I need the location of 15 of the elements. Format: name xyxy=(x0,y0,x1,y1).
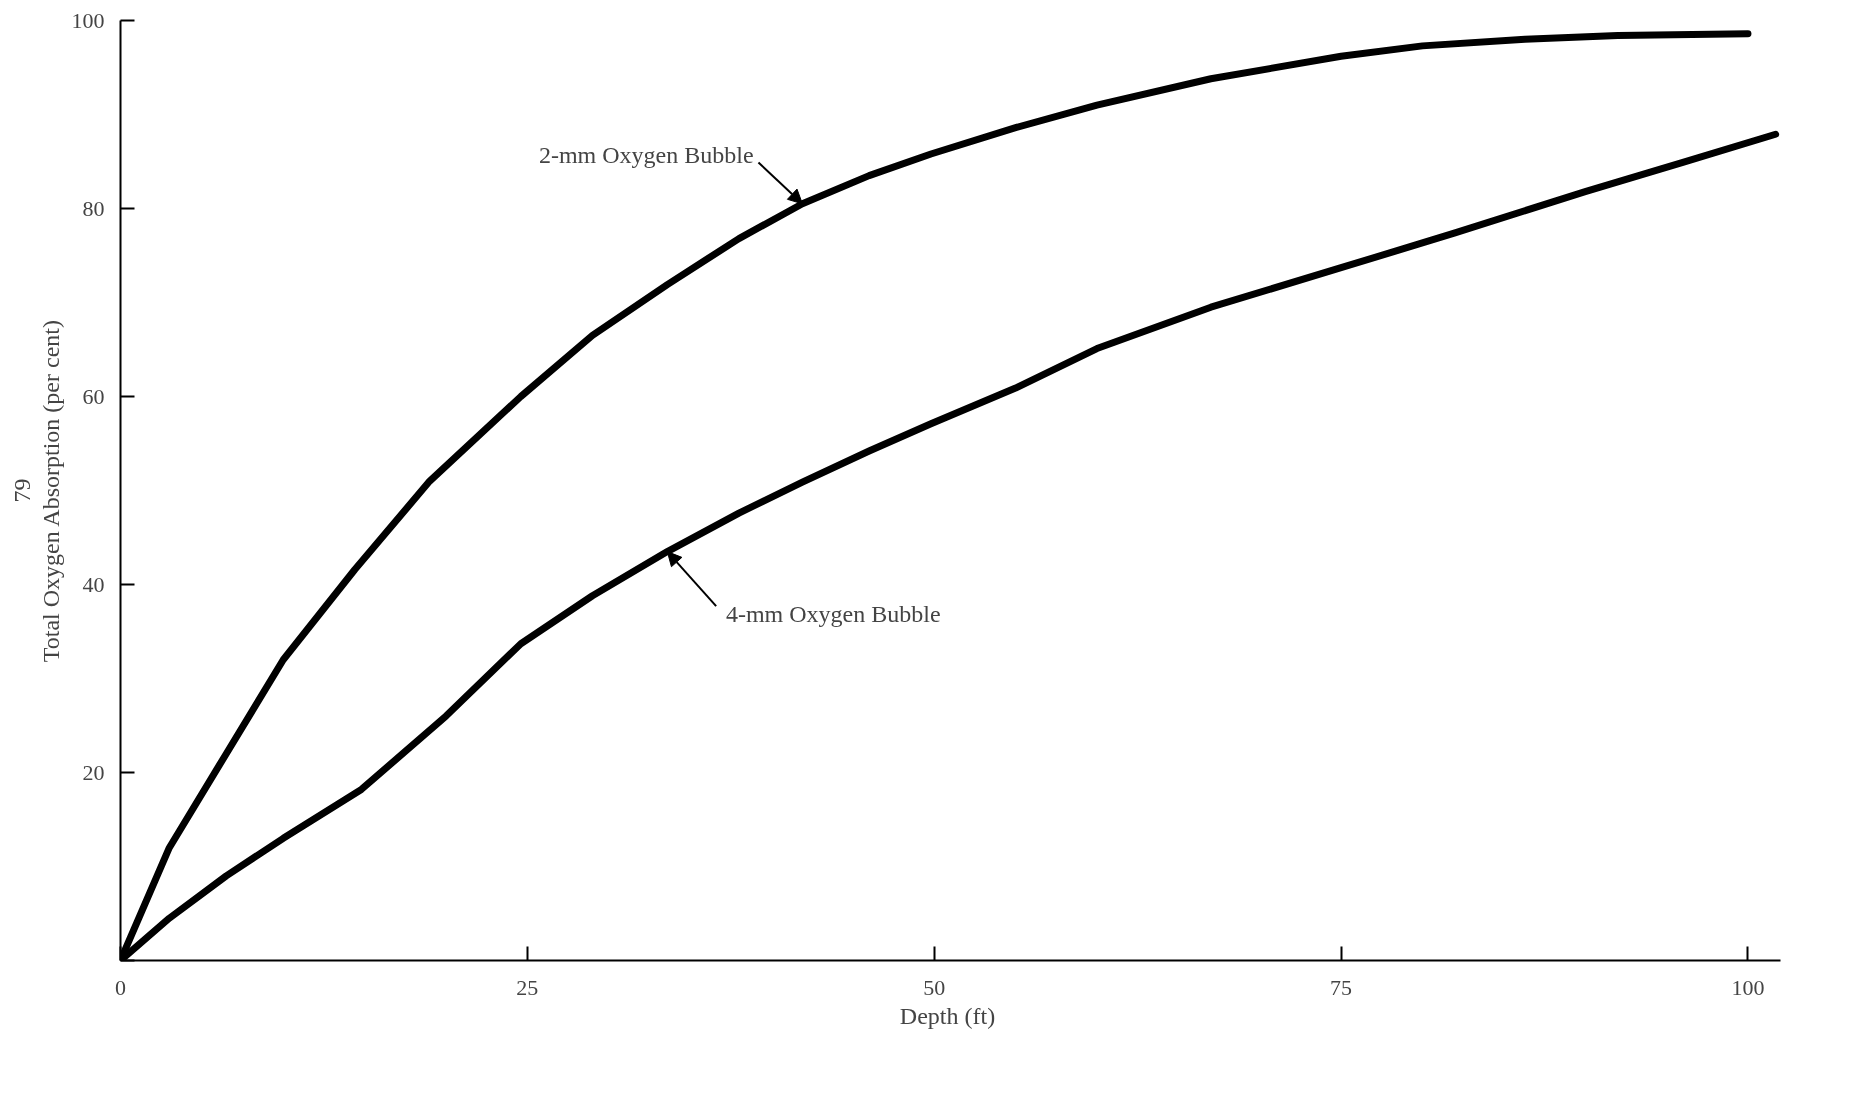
x-tick-label: 50 xyxy=(923,974,946,1000)
y-tick-label: 20 xyxy=(82,759,105,785)
x-tick-label: 0 xyxy=(115,974,126,1000)
x-tick-label: 100 xyxy=(1731,974,1765,1000)
text: 79 xyxy=(8,478,35,503)
y-tick-label: 100 xyxy=(71,7,105,33)
y-axis-title: Total Oxygen Absorption (per cent) xyxy=(37,320,64,663)
y-tick-label: 40 xyxy=(82,571,105,597)
y-tick-label: 60 xyxy=(82,383,105,409)
x-tick-label: 75 xyxy=(1330,974,1353,1000)
y-tick-label: 80 xyxy=(82,195,105,221)
x-tick-label: 25 xyxy=(516,974,539,1000)
x-axis-title: Depth (ft) xyxy=(899,1002,996,1029)
text: 2-mm Oxygen Bubble xyxy=(538,141,754,168)
text: 4-mm Oxygen Bubble xyxy=(725,600,941,627)
